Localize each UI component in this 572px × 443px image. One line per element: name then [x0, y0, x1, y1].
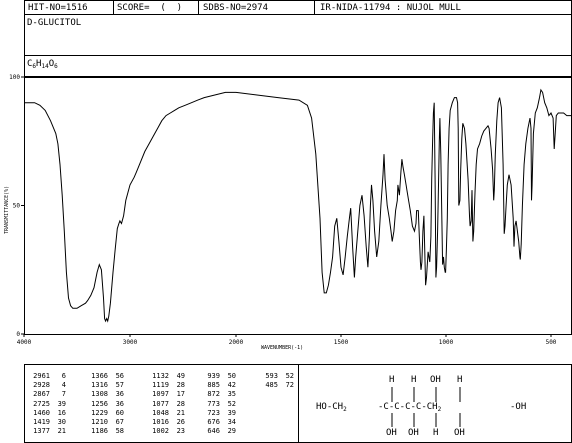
peak-row: 676 34	[207, 418, 236, 427]
peak-row: 773 52	[207, 399, 236, 408]
x-tick-label: 500	[546, 339, 557, 346]
structure-top-substituent: OH	[430, 375, 441, 385]
peak-table-column: 939 50 885 42 872 35 773 52 723 39 676 34 646 29	[198, 372, 236, 436]
plot-area: 4000 3000 2000 1500 1000 500 0 50 100	[9, 74, 572, 346]
peak-row: 1308 36	[91, 390, 124, 399]
x-tick-label: 1000	[439, 339, 454, 346]
peak-table-column: 1366 56 1316 57 1308 36 1256 36 1229 60 1210 67 1186…	[86, 372, 124, 436]
structure-right-group: -OH	[510, 402, 527, 412]
hit-number: HIT-NO=1516	[28, 3, 88, 13]
x-axis-label: WAVENUMBER(-1)	[261, 345, 304, 351]
peak-row: 872 35	[207, 390, 236, 399]
structure-bottom-substituent: H	[433, 428, 439, 438]
peak-row: 1377 21	[33, 427, 66, 436]
y-tick-label: 0	[16, 331, 20, 338]
y-tick-label: 50	[13, 203, 21, 210]
peak-row: 885 42	[207, 381, 236, 390]
peak-row: 1229 60	[91, 408, 124, 417]
peak-table-column: 1132 49 1119 28 1097 17 1077 28 1048 21 1016 26 1002…	[147, 372, 185, 436]
x-tick-label: 4000	[17, 339, 32, 346]
sdbs-number: SDBS-NO=2974	[203, 3, 269, 13]
peak-row: 1316 57	[91, 381, 124, 390]
peak-row: 2867 7	[33, 390, 66, 399]
peak-row: 485 72	[265, 381, 294, 390]
peak-row: 1077 28	[152, 399, 185, 408]
structure-bottom-substituent: OH	[386, 428, 397, 438]
peak-row: 1002 23	[152, 427, 185, 436]
peak-row: 1210 67	[91, 418, 124, 427]
y-axis-label: TRANSMITTANCE(%)	[4, 185, 10, 234]
score: SCORE= ( )	[117, 3, 183, 13]
peak-row: 1366 56	[91, 372, 124, 380]
peak-row: 1119 28	[152, 381, 185, 390]
x-tick-label: 2000	[229, 339, 244, 346]
peak-row: 1460 16	[33, 408, 66, 417]
peak-row: 2961 6	[33, 372, 66, 380]
compound-name: D-GLUCITOL	[27, 18, 82, 28]
peak-row: 1048 21	[152, 408, 185, 417]
spectrum-line	[24, 88, 572, 323]
structure-bottom-substituent: OH	[454, 428, 465, 438]
peak-row: 939 50	[207, 372, 236, 380]
structure-left-group: HO-CH2	[316, 402, 347, 413]
peak-table-column: 593 52 485 72	[256, 372, 294, 390]
peak-row: 2928 4	[33, 381, 66, 390]
x-tick-label: 1500	[334, 339, 349, 346]
structure-top-substituent: H	[411, 375, 417, 385]
peak-row: 646 29	[207, 427, 236, 436]
peak-row: 723 39	[207, 408, 236, 417]
structure-chain: -C-C-C-C-CH2	[378, 402, 442, 413]
structure-top-substituent: H	[389, 375, 395, 385]
ir-nida-method: IR-NIDA-11794 : NUJOL MULL	[320, 3, 461, 13]
peak-row: 593 52	[265, 372, 294, 380]
structure-bottom-substituent: OH	[408, 428, 419, 438]
molecular-formula: C6H14O6	[27, 59, 58, 70]
x-tick-label: 3000	[123, 339, 138, 346]
peak-row: 1016 26	[152, 418, 185, 427]
peak-table-column: 2961 6 2928 4 2867 7 2725 39 1460 16 1419 30 1377 21	[28, 372, 66, 436]
structure-top-substituent: H	[457, 375, 463, 385]
peak-row: 1186 58	[91, 427, 124, 436]
y-tick-label: 100	[9, 74, 20, 81]
peak-row: 1256 36	[91, 399, 124, 408]
peak-row: 1419 30	[33, 418, 66, 427]
peak-row: 1097 17	[152, 390, 185, 399]
peak-row: 2725 39	[33, 399, 66, 408]
peak-row: 1132 49	[152, 372, 185, 380]
